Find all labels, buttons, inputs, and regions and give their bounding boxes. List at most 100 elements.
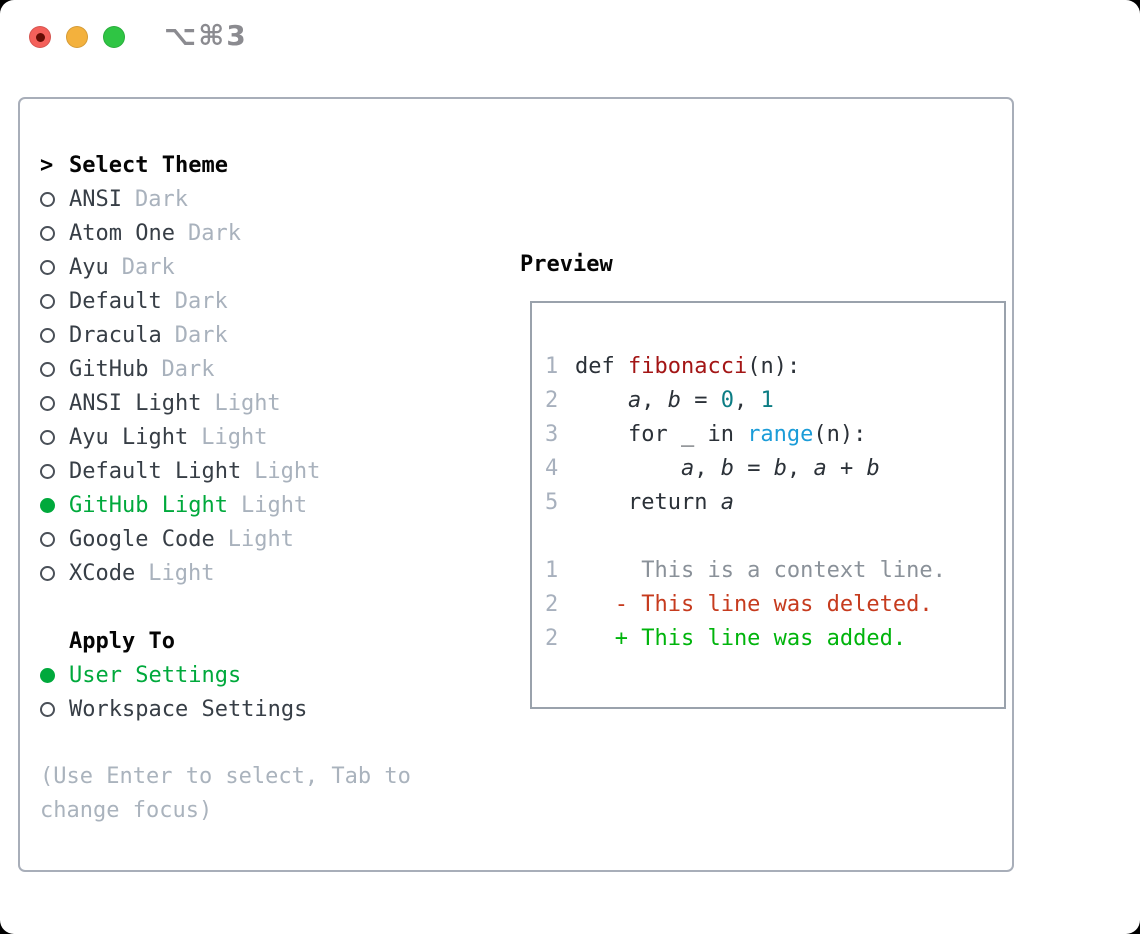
variant-label: Light: [254, 458, 321, 484]
theme-option[interactable]: ANSI Dark: [40, 182, 444, 216]
theme-column: > Select Theme ANSI Dark Atom One Dark Ayu Da…: [40, 148, 444, 828]
radio-icon: [40, 361, 55, 377]
preview-line: 1 def fibonacci (n):: [545, 349, 1004, 383]
theme-option[interactable]: Default Dark: [40, 284, 444, 318]
line-number: 2: [545, 625, 559, 651]
option-label: GitHub Light: [69, 492, 228, 518]
variant-label: Dark: [161, 356, 215, 382]
code-token: def: [575, 353, 628, 379]
code-token: 1: [760, 387, 774, 413]
code-token: +: [826, 455, 867, 481]
code-token: This is a context line.: [575, 557, 946, 583]
radio-cell: [40, 463, 69, 479]
option-label: Dracula: [69, 322, 162, 348]
radio-icon: [40, 259, 55, 275]
variant-label: Light: [227, 526, 294, 552]
radio-cell: [40, 395, 69, 411]
option-label: Ayu Light: [69, 424, 189, 450]
code-token: return: [575, 489, 721, 515]
theme-option[interactable]: Ayu Light Light: [40, 420, 444, 454]
radio-icon: [40, 225, 55, 241]
theme-option[interactable]: Ayu Dark: [40, 250, 444, 284]
radio-icon: [40, 327, 55, 343]
code-token: (n):: [747, 353, 801, 379]
option-label: ANSI: [69, 186, 122, 212]
minimize-button[interactable]: [66, 26, 88, 48]
preview-line: [545, 519, 1004, 553]
code-token: b: [773, 455, 787, 481]
radio-cell: [40, 565, 69, 581]
code-token: a: [680, 455, 695, 481]
line-number: 1: [545, 557, 559, 583]
radio-cell: [40, 667, 69, 683]
option-label: Workspace Settings: [69, 696, 308, 722]
radio-selected-icon: [40, 497, 55, 513]
select-theme-title: Select Theme: [69, 152, 228, 178]
code-token: [575, 456, 681, 481]
theme-option[interactable]: Atom One Dark: [40, 216, 444, 250]
window-title: ⌥⌘3: [164, 19, 248, 52]
theme-option[interactable]: Dracula Dark: [40, 318, 444, 352]
variant-label: Light: [214, 390, 281, 416]
radio-cell: [40, 191, 69, 207]
code-token: b: [866, 455, 880, 481]
radio-cell: [40, 327, 69, 343]
code-token: ,: [694, 455, 721, 481]
radio-cell: [40, 429, 69, 445]
option-label: GitHub: [69, 356, 149, 382]
option-label: Ayu: [69, 254, 109, 280]
line-number: 2: [545, 591, 559, 617]
spacer: [40, 590, 444, 624]
theme-option[interactable]: Google Code Light: [40, 522, 444, 556]
selection-caret: >: [40, 152, 54, 178]
code-token: range: [747, 421, 814, 447]
apply-to-option[interactable]: Workspace Settings: [40, 692, 444, 726]
line-number: 3: [545, 421, 559, 447]
close-dot-icon: [35, 32, 45, 42]
theme-option[interactable]: XCode Light: [40, 556, 444, 590]
variant-label: Dark: [134, 186, 188, 212]
option-label: Google Code: [69, 526, 215, 552]
zoom-button[interactable]: [103, 26, 125, 48]
theme-option[interactable]: GitHub Light Light: [40, 488, 444, 522]
theme-option[interactable]: GitHub Dark: [40, 352, 444, 386]
apply-to-list: User Settings Workspace Settings: [40, 658, 444, 726]
radio-icon: [40, 293, 55, 309]
preview-line: 1 This is a context line.: [545, 553, 1004, 587]
code-token: b: [720, 455, 734, 481]
variant-label: Dark: [174, 288, 228, 314]
code-token: - This line was deleted.: [575, 591, 933, 617]
theme-list: ANSI Dark Atom One Dark Ayu Dark Default Dark Dr…: [40, 182, 444, 590]
theme-option[interactable]: ANSI Light Light: [40, 386, 444, 420]
variant-label: Dark: [187, 220, 241, 246]
code-token: [575, 388, 628, 413]
line-number: 2: [545, 387, 559, 413]
option-label: Default: [69, 288, 162, 314]
traffic-lights: [29, 26, 125, 48]
radio-cell: [40, 531, 69, 547]
option-label: User Settings: [69, 662, 242, 688]
radio-icon: [40, 395, 55, 411]
option-label: Atom One: [69, 220, 175, 246]
code-token: + This line was added.: [575, 625, 907, 651]
code-token: fibonacci: [627, 353, 748, 379]
code-token: 0: [720, 387, 734, 413]
radio-icon: [40, 191, 55, 207]
spacer: [40, 726, 444, 760]
select-theme-header: > Select Theme: [40, 148, 444, 182]
close-button[interactable]: [29, 26, 51, 48]
radio-icon: [40, 565, 55, 581]
line-number: 5: [545, 489, 559, 515]
code-token: b: [667, 387, 681, 413]
code-token: a: [813, 455, 827, 481]
code-token: (n):: [813, 421, 867, 447]
code-token: ,: [641, 387, 668, 413]
code-token: a: [627, 387, 642, 413]
apply-to-option[interactable]: User Settings: [40, 658, 444, 692]
radio-cell: [40, 701, 69, 717]
option-label: XCode: [69, 560, 136, 586]
code-token: ,: [733, 387, 761, 413]
theme-option[interactable]: Default Light Light: [40, 454, 444, 488]
preview-line: 5 return a: [545, 485, 1004, 519]
